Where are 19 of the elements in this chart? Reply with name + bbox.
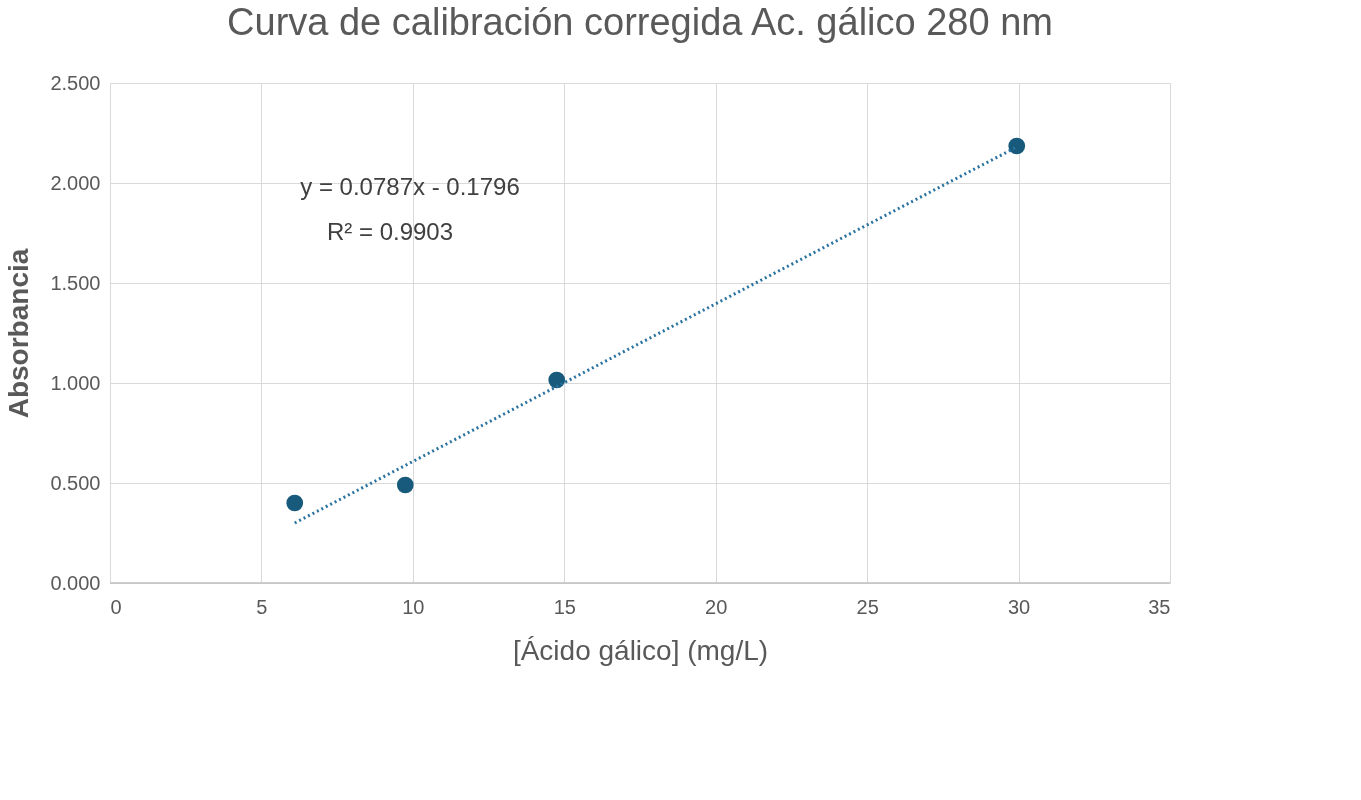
y-tick-label: 2.500 bbox=[50, 71, 101, 94]
x-axis-title: [Ácido gálico] (mg/L) bbox=[512, 634, 769, 666]
annotation: y = 0.0787x - 0.1796 bbox=[300, 173, 520, 200]
x-tick-label: 35 bbox=[1148, 595, 1171, 618]
y-axis-title: Absorbancia bbox=[3, 248, 35, 419]
y-tick-label: 0.500 bbox=[50, 471, 101, 494]
y-tick-label: 2.000 bbox=[50, 171, 101, 194]
chart-title: Curva de calibración corregida Ac. gálico 280 nm bbox=[227, 1, 1053, 43]
x-tick-label: 10 bbox=[402, 595, 425, 618]
y-tick-label: 0.000 bbox=[50, 571, 101, 594]
x-tick-label: 5 bbox=[256, 595, 268, 618]
x-tick-label: 20 bbox=[705, 595, 728, 618]
y-tick-label: 1.500 bbox=[50, 271, 101, 294]
x-tick-label: 0 bbox=[110, 595, 122, 618]
x-tick-label: 15 bbox=[553, 595, 576, 618]
annotation: R² = 0.9903 bbox=[326, 218, 454, 245]
y-tick-label: 1.000 bbox=[50, 371, 101, 394]
x-tick-label: 25 bbox=[856, 595, 879, 618]
x-tick-label: 30 bbox=[1007, 595, 1031, 618]
